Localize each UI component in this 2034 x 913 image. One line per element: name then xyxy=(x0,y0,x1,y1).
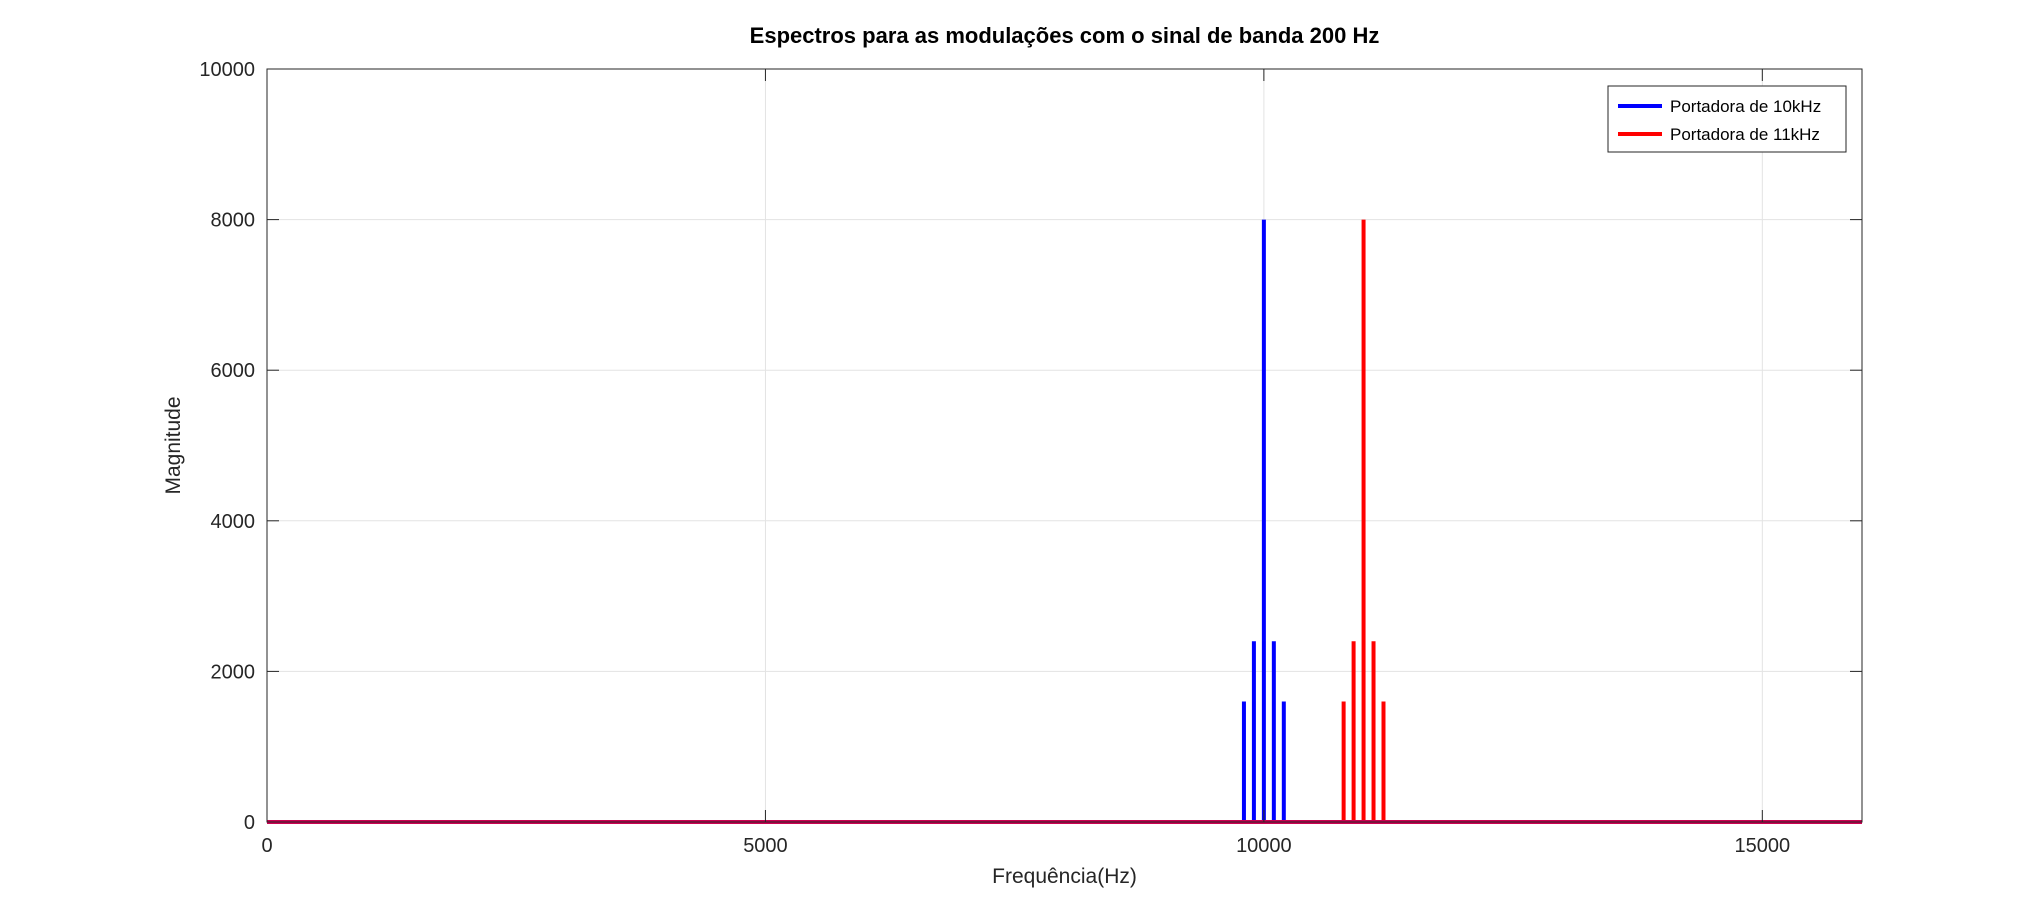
axis-ticks: 0 5000 10000 15000 0 2000 4000 6000 8000 10000 xyxy=(199,59,1862,857)
y-tick-label: 8000 xyxy=(211,210,256,232)
chart-title: Espectros para as modulações com o sinal… xyxy=(750,23,1380,48)
x-tick-label: 0 xyxy=(261,835,272,857)
legend: Portadora de 10kHz Portadora de 11kHz xyxy=(1607,85,1847,153)
y-tick-label: 4000 xyxy=(211,511,256,533)
axes-frame xyxy=(266,68,1863,823)
plot-area xyxy=(267,69,1862,822)
spectrum-lines xyxy=(1241,219,1386,822)
legend-box xyxy=(1607,85,1847,153)
y-tick-label: 10000 xyxy=(199,59,255,81)
x-axis-label: Frequência(Hz) xyxy=(992,865,1137,888)
legend-label-10khz: Portadora de 10kHz xyxy=(1670,97,1821,116)
y-tick-label: 2000 xyxy=(211,661,256,683)
x-tick-label: 15000 xyxy=(1735,835,1791,857)
x-tick-label: 10000 xyxy=(1236,835,1292,857)
x-tick-label: 5000 xyxy=(743,835,788,857)
legend-label-11khz: Portadora de 11kHz xyxy=(1670,125,1820,144)
series-0 xyxy=(1241,219,1286,822)
y-axis-label: Magnitude xyxy=(162,396,185,494)
series-1 xyxy=(1341,219,1386,822)
y-tick-label: 6000 xyxy=(211,360,256,382)
y-tick-label: 0 xyxy=(244,812,255,834)
